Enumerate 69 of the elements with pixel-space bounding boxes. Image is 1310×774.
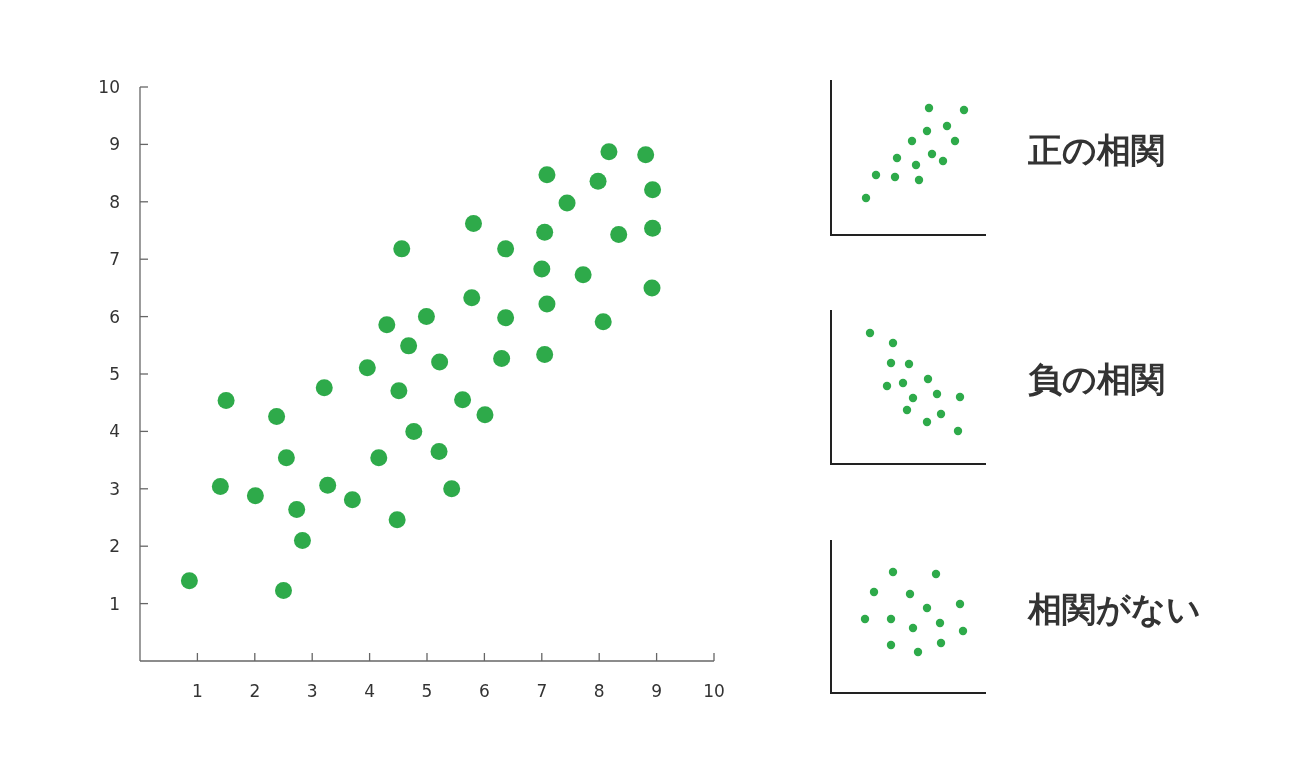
y-tick-label: 9 — [109, 134, 120, 155]
y-tick-label: 6 — [109, 306, 120, 327]
text: 相関がない — [1027, 588, 1201, 629]
y-tick-label: 2 — [109, 536, 120, 557]
y-tick-label: 4 — [109, 421, 120, 442]
point — [315, 379, 333, 397]
point — [574, 266, 592, 284]
point — [293, 531, 311, 549]
point — [319, 476, 337, 494]
point — [211, 478, 229, 495]
point — [343, 491, 361, 509]
point — [443, 480, 461, 498]
point — [637, 146, 655, 164]
y-tick-label: 8 — [109, 191, 120, 212]
point — [358, 359, 376, 377]
x-tick-label: 4 — [364, 681, 376, 701]
point — [533, 260, 551, 278]
x-tick-label: 3 — [306, 681, 318, 701]
point — [180, 572, 198, 590]
point — [217, 391, 235, 409]
point — [275, 581, 292, 599]
point — [536, 345, 554, 363]
point — [493, 350, 511, 367]
point — [643, 279, 661, 297]
text: 負の相関 — [1028, 359, 1165, 399]
point — [594, 313, 612, 331]
point — [558, 194, 576, 212]
point — [417, 308, 435, 326]
x-tick-label: 7 — [536, 681, 548, 701]
y-tick-label: 5 — [109, 364, 120, 384]
point — [600, 143, 618, 161]
x-tick-label: 2 — [249, 681, 261, 701]
point — [268, 407, 286, 425]
point — [476, 406, 494, 424]
x-tick-label: 10 — [703, 681, 725, 701]
point — [497, 309, 515, 327]
point — [246, 487, 264, 505]
point — [454, 391, 472, 409]
point — [370, 449, 388, 467]
point — [390, 382, 408, 400]
point — [378, 316, 396, 334]
text: 正の相関 — [1027, 129, 1165, 170]
point — [497, 240, 515, 258]
point — [430, 442, 448, 460]
point — [463, 289, 481, 307]
point — [400, 337, 418, 355]
point — [644, 219, 662, 237]
point — [393, 240, 411, 258]
x-tick-label: 5 — [421, 681, 433, 701]
point — [431, 353, 449, 371]
point — [538, 295, 556, 313]
y-tick-label: 7 — [109, 249, 120, 270]
point — [536, 223, 554, 241]
point — [288, 500, 306, 518]
point — [610, 226, 628, 244]
point — [644, 181, 662, 199]
point — [405, 422, 423, 440]
x-tick-label: 1 — [191, 681, 203, 701]
point — [388, 511, 406, 529]
point — [464, 215, 482, 233]
y-tick-label: 1 — [109, 593, 120, 614]
point — [589, 172, 607, 190]
y-tick-label: 10 — [98, 77, 120, 97]
point — [538, 166, 556, 184]
x-tick-label: 8 — [593, 681, 605, 701]
x-tick-label: 6 — [478, 681, 490, 701]
y-tick-label: 3 — [109, 478, 120, 499]
point — [277, 449, 295, 467]
x-tick-label: 9 — [651, 681, 663, 701]
